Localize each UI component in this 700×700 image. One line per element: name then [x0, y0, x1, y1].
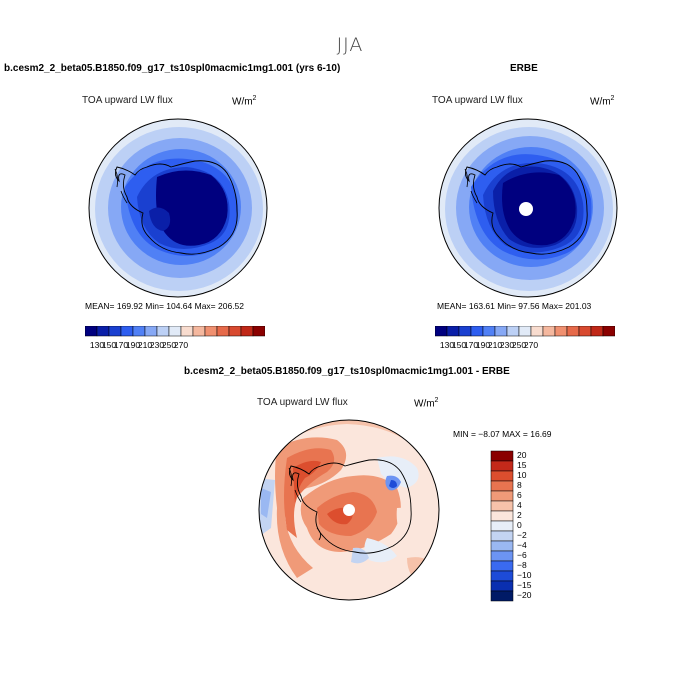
colorbar-tick-label: −8 — [517, 560, 527, 570]
colorbar-swatch — [132, 326, 146, 337]
colorbar-swatch — [590, 326, 604, 337]
colorbar-swatch — [506, 326, 520, 337]
colorbar-swatch — [490, 460, 514, 472]
colorbar-swatch — [85, 326, 98, 337]
diff-field-label: TOA upward LW flux — [257, 397, 348, 408]
obs-stats: MEAN= 163.61 Min= 97.56 Max= 201.03 — [437, 301, 592, 311]
model-field-label: TOA upward LW flux — [82, 95, 173, 106]
colorbar-swatch — [156, 326, 170, 337]
colorbar-tick-label: 190 — [126, 340, 140, 350]
colorbar-tick-label: −2 — [517, 530, 527, 540]
colorbar-swatch — [602, 326, 615, 337]
colorbar-tick-label: 15 — [517, 460, 527, 470]
colorbar-tick-label: 150 — [102, 340, 116, 350]
model-units-label: W/m2 — [232, 95, 257, 108]
colorbar-swatch — [566, 326, 580, 337]
colorbar-tick-label: 170 — [464, 340, 478, 350]
colorbar-swatch — [204, 326, 218, 337]
colorbar-swatch — [490, 530, 514, 542]
colorbar-tick-label: 20 — [517, 450, 527, 460]
colorbar-swatch — [530, 326, 544, 337]
colorbar-tick-label: 8 — [517, 480, 522, 490]
colorbar-swatch — [542, 326, 556, 337]
colorbar-swatch — [490, 550, 514, 562]
colorbar-tick-label: −15 — [517, 580, 532, 590]
colorbar-tick-label: 10 — [517, 470, 527, 480]
colorbar-swatch — [470, 326, 484, 337]
diff-units-label: W/m2 — [414, 397, 439, 410]
obs-panel-title: ERBE — [510, 63, 538, 74]
colorbar-swatch — [578, 326, 592, 337]
season-title: JJA — [336, 34, 364, 56]
colorbar-swatch — [490, 590, 514, 602]
colorbar-swatch — [490, 450, 514, 462]
colorbar-tick-label: −10 — [517, 570, 532, 580]
colorbar-swatch — [490, 480, 514, 492]
colorbar-tick-label: 270 — [524, 340, 538, 350]
colorbar-swatch — [458, 326, 472, 337]
colorbar-tick-label: 130 — [90, 340, 104, 350]
colorbar-tick-label: 170 — [114, 340, 128, 350]
diff-stats: MIN = −8.07 MAX = 16.69 — [453, 429, 552, 439]
colorbar-swatch — [490, 520, 514, 532]
obs-polar-map — [438, 118, 618, 298]
obs-field-label: TOA upward LW flux — [432, 95, 523, 106]
colorbar-swatch — [490, 500, 514, 512]
colorbar-swatch — [144, 326, 158, 337]
colorbar-tick-label: 0 — [517, 520, 522, 530]
colorbar-tick-label: 230 — [500, 340, 514, 350]
colorbar-swatch — [490, 540, 514, 552]
colorbar-tick-label: 2 — [517, 510, 522, 520]
colorbar-tick-label: −20 — [517, 590, 532, 600]
diff-polar-map — [258, 419, 440, 601]
colorbar-swatch — [490, 470, 514, 482]
model-polar-map — [88, 118, 268, 298]
colorbar-swatch — [108, 326, 122, 337]
colorbar-swatch — [180, 326, 194, 337]
colorbar-swatch — [490, 490, 514, 502]
colorbar-swatch — [168, 326, 182, 337]
model-panel-title: b.cesm2_2_beta05.B1850.f09_g17_ts10spl0m… — [4, 63, 341, 74]
colorbar-tick-label: 4 — [517, 500, 522, 510]
colorbar-swatch — [518, 326, 532, 337]
colorbar-tick-label: −4 — [517, 540, 527, 550]
colorbar-swatch — [446, 326, 460, 337]
colorbar-swatch — [490, 580, 514, 592]
colorbar-tick-label: 190 — [476, 340, 490, 350]
colorbar-tick-label: 210 — [138, 340, 152, 350]
colorbar-swatch — [490, 570, 514, 582]
obs-units-label: W/m2 — [590, 95, 615, 108]
colorbar-swatch — [494, 326, 508, 337]
colorbar-tick-label: 250 — [162, 340, 176, 350]
colorbar-swatch — [228, 326, 242, 337]
colorbar-swatch — [554, 326, 568, 337]
colorbar-swatch — [435, 326, 448, 337]
colorbar-tick-label: 130 — [440, 340, 454, 350]
colorbar-swatch — [120, 326, 134, 337]
diff-panel-title: b.cesm2_2_beta05.B1850.f09_g17_ts10spl0m… — [184, 366, 510, 377]
colorbar-tick-label: −6 — [517, 550, 527, 560]
colorbar-swatch — [192, 326, 206, 337]
colorbar-tick-label: 250 — [512, 340, 526, 350]
colorbar-swatch — [490, 560, 514, 572]
colorbar-swatch — [240, 326, 254, 337]
colorbar-tick-label: 270 — [174, 340, 188, 350]
colorbar-tick-label: 230 — [150, 340, 164, 350]
colorbar-tick-label: 6 — [517, 490, 522, 500]
model-stats: MEAN= 169.92 Min= 104.64 Max= 206.52 — [85, 301, 245, 311]
colorbar-tick-label: 150 — [452, 340, 466, 350]
colorbar-tick-label: 210 — [488, 340, 502, 350]
colorbar-swatch — [96, 326, 110, 337]
colorbar-swatch — [482, 326, 496, 337]
colorbar-swatch — [490, 510, 514, 522]
colorbar-swatch — [252, 326, 265, 337]
colorbar-swatch — [216, 326, 230, 337]
